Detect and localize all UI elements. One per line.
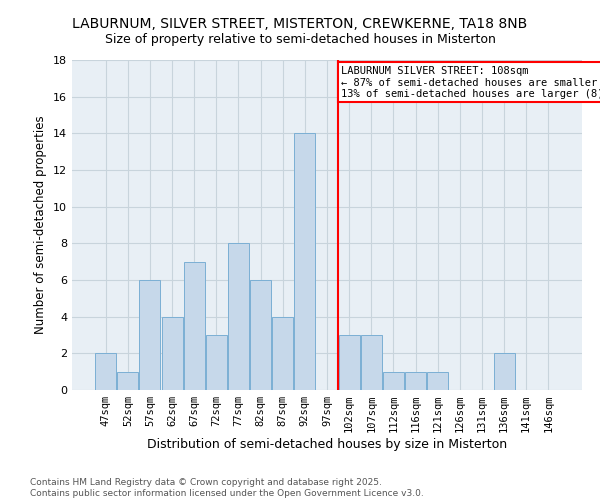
Bar xyxy=(206,335,227,390)
Bar xyxy=(250,280,271,390)
Bar xyxy=(494,354,515,390)
Text: Size of property relative to semi-detached houses in Misterton: Size of property relative to semi-detach… xyxy=(104,32,496,46)
X-axis label: Distribution of semi-detached houses by size in Misterton: Distribution of semi-detached houses by … xyxy=(147,438,507,451)
Bar xyxy=(161,316,182,390)
Text: Contains HM Land Registry data © Crown copyright and database right 2025.
Contai: Contains HM Land Registry data © Crown c… xyxy=(30,478,424,498)
Bar xyxy=(272,316,293,390)
Bar xyxy=(338,335,359,390)
Bar xyxy=(95,354,116,390)
Text: LABURNUM SILVER STREET: 108sqm
← 87% of semi-detached houses are smaller (55)
13: LABURNUM SILVER STREET: 108sqm ← 87% of … xyxy=(341,66,600,98)
Bar xyxy=(228,244,249,390)
Bar xyxy=(139,280,160,390)
Bar xyxy=(383,372,404,390)
Bar xyxy=(118,372,139,390)
Bar xyxy=(295,134,316,390)
Bar xyxy=(427,372,448,390)
Bar xyxy=(361,335,382,390)
Text: LABURNUM, SILVER STREET, MISTERTON, CREWKERNE, TA18 8NB: LABURNUM, SILVER STREET, MISTERTON, CREW… xyxy=(73,18,527,32)
Bar xyxy=(184,262,205,390)
Bar xyxy=(405,372,426,390)
Y-axis label: Number of semi-detached properties: Number of semi-detached properties xyxy=(34,116,47,334)
